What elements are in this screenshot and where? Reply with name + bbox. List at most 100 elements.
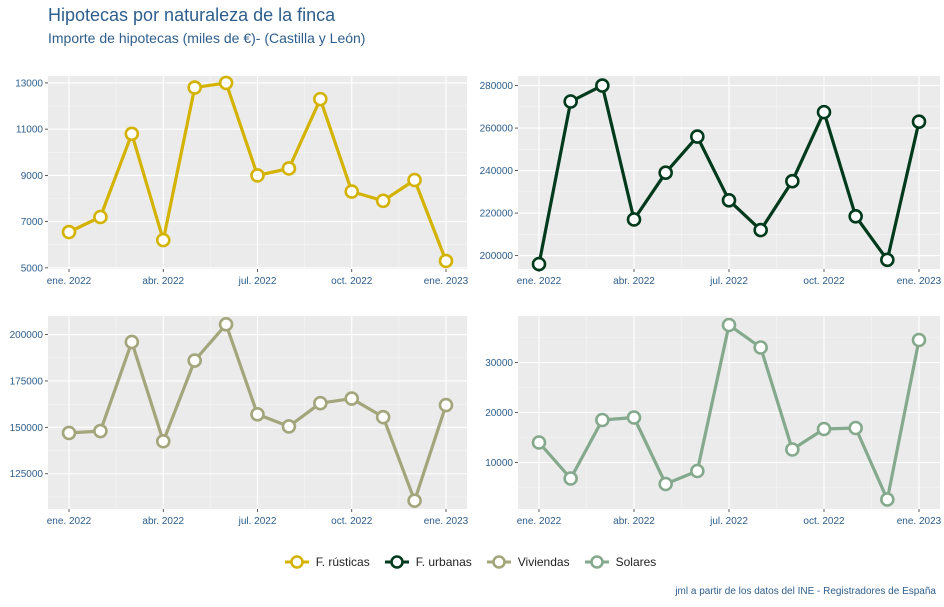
y-tick-label: 200000 [480,251,514,262]
y-tick-label: 30000 [485,358,513,369]
x-tick-label: ene. 2023 [897,276,942,287]
legend-item-viviendas: Viviendas [486,552,570,572]
legend-item-solares: Solares [584,552,657,572]
data-point-urbanas [753,222,768,238]
data-point-viviendas [438,397,454,413]
y-tick-label: 20000 [485,408,513,419]
data-point-urbanas [816,104,832,120]
y-tick-label: 125000 [10,469,44,480]
legend-key-urbanas [384,555,409,569]
data-point-rusticas [407,172,422,188]
data-point-urbanas [531,256,547,272]
legend-label-urbanas: F. urbanas [415,555,472,569]
data-point-rusticas [187,80,202,95]
data-point-viviendas [93,423,108,439]
y-tick-label: 220000 [480,209,514,220]
panel-rusticas: 5000 7000 9000 11000 13000 ene. 2022 abr. 2022… [15,75,469,287]
data-point-urbanas [595,78,610,93]
x-tick-label: oct. 2022 [331,276,373,287]
legend: F. rústicas F. urbanas Viviendas Solares [0,552,944,572]
data-point-solares [658,476,673,492]
y-tick-label: 280000 [480,81,514,92]
data-point-solares [563,471,578,486]
data-point-solares [531,435,547,450]
panel-urbanas: 200000 220000 240000 260000 280000 ene. 2022 a… [480,76,942,287]
x-tick-label: jul. 2022 [709,276,748,287]
y-tick-label: 200000 [10,330,44,341]
x-tick-label: ene. 2023 [424,516,469,527]
data-point-viviendas [407,493,422,508]
y-tick-label: 9000 [21,171,44,182]
x-tick-label: ene. 2022 [47,276,92,287]
data-point-solares [626,410,642,425]
data-point-urbanas [658,165,673,181]
legend-label-solares: Solares [615,555,657,569]
data-point-solares [880,492,895,507]
data-point-rusticas [438,253,454,269]
legend-key-point [589,555,604,569]
data-point-urbanas [690,129,705,144]
legend-key-point [389,555,404,569]
data-point-urbanas [721,193,737,208]
data-point-viviendas [375,409,391,425]
data-point-viviendas [187,353,202,368]
x-tick-label: oct. 2022 [331,516,373,527]
data-point-solares [721,317,737,333]
y-tick-label: 150000 [10,423,44,434]
data-point-solares [816,421,832,437]
data-point-solares [785,442,800,457]
data-point-solares [595,412,610,428]
y-tick-label: 7000 [21,217,44,228]
y-tick-label: 260000 [480,124,514,135]
x-tick-label: ene. 2022 [517,276,562,287]
x-tick-label: oct. 2022 [803,276,845,287]
data-point-rusticas [93,209,108,225]
data-point-rusticas [344,184,360,199]
legend-label-viviendas: Viviendas [517,555,570,569]
data-point-rusticas [218,75,234,91]
data-point-solares [911,332,927,348]
data-point-rusticas [250,168,265,183]
data-point-rusticas [61,224,77,240]
y-tick-label: 13000 [15,78,43,89]
legend-label-rusticas: F. rústicas [315,555,370,569]
data-point-viviendas [61,425,77,441]
data-point-viviendas [124,334,140,350]
data-point-urbanas [626,212,642,227]
y-tick-label: 175000 [10,376,44,387]
data-point-urbanas [563,94,578,109]
charts-area: 5000 7000 9000 11000 13000 ene. 2022 abr. 2022… [10,75,942,527]
x-tick-label: abr. 2022 [613,516,655,527]
x-tick-label: oct. 2022 [803,516,845,527]
x-tick-label: jul. 2022 [238,516,277,527]
panel-viviendas: 125000 150000 175000 200000 ene. 2022 abr. 20… [10,316,469,527]
data-point-viviendas [281,419,297,434]
data-point-urbanas [911,114,927,129]
data-point-solares [753,340,768,355]
data-point-solares [690,463,705,479]
data-point-viviendas [344,391,360,406]
x-tick-label: jul. 2022 [709,516,748,527]
x-tick-label: abr. 2022 [613,276,655,287]
data-point-rusticas [281,161,297,176]
x-tick-label: ene. 2022 [517,516,562,527]
legend-item-urbanas: F. urbanas [384,552,472,572]
data-point-urbanas [848,208,863,224]
data-point-urbanas [785,173,800,189]
y-tick-label: 11000 [16,125,44,136]
source-caption: jml a partir de los datos del INE - Regi… [675,586,936,597]
data-point-rusticas [313,91,328,107]
data-point-urbanas [880,252,895,268]
y-tick-label: 10000 [485,458,513,469]
legend-key-point [289,555,304,569]
data-point-rusticas [124,126,140,142]
legend-key-viviendas [486,555,511,569]
x-tick-label: ene. 2023 [897,516,942,527]
panel-solares: 10000 20000 30000 ene. 2022 abr. 2022 jul. 20… [485,316,942,527]
x-tick-label: abr. 2022 [142,276,184,287]
legend-key-rusticas [284,555,309,569]
x-tick-label: abr. 2022 [142,516,184,527]
data-point-viviendas [155,433,171,449]
y-tick-label: 240000 [480,166,514,177]
data-point-viviendas [250,407,265,422]
